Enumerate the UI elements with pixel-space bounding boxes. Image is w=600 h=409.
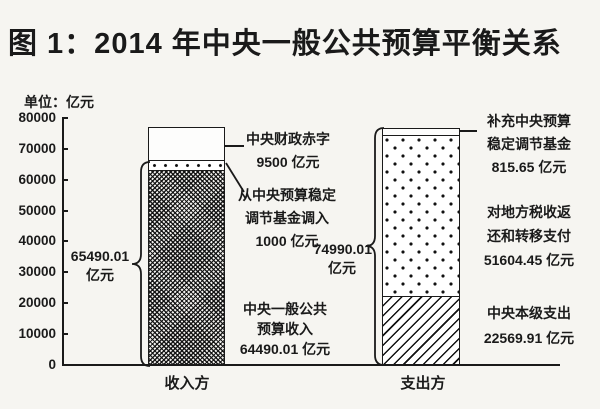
bar-revenue-segment-budget-revenue [148,170,225,365]
fund-in-label: 从中央预算稳定 调节基金调入 1000 亿元 [228,184,346,253]
y-tick-label: 0 [48,357,56,372]
replenish-line2: 稳定调节基金 [487,136,571,152]
replenish-value: 815.65 亿元 [491,159,567,175]
replenish-fund-label: 补充中央预算 稳定调节基金 815.65 亿元 [470,110,588,179]
y-tick-label: 80000 [18,110,56,125]
y-tick-mark [63,333,68,335]
y-tick-label: 30000 [18,264,56,279]
budget-revenue-line1: 中央一般公共 [243,301,327,317]
x-axis-line [62,364,560,366]
category-label-expenditure: 支出方 [400,375,446,392]
deficit-label: 中央财政赤字 9500 亿元 [233,128,343,174]
central-expenditure-name: 中央本级支出 [487,305,571,321]
fund-in-label-line2: 调节基金调入 [245,210,329,226]
y-tick-label: 70000 [18,141,56,156]
y-tick-mark [63,148,68,150]
bar-revenue-segment-deficit [148,127,225,162]
transfer-value: 51604.45 亿元 [483,252,575,268]
expenditure-total-label: 74990.01 亿元 [288,241,372,279]
y-tick-mark [63,179,68,181]
y-tick-mark [63,364,68,366]
transfer-line2: 还和转移支付 [487,228,571,244]
figure-title: 图 1：2014 年中央一般公共预算平衡关系 [8,28,562,60]
revenue-subtotal-label: 65490.01 亿元 [68,247,132,285]
expenditure-total-unit: 亿元 [328,260,356,276]
fund-in-label-line1: 从中央预算稳定 [238,187,336,203]
y-tick-mark [63,240,68,242]
deficit-label-value: 9500 亿元 [256,154,320,170]
bar-expenditure-segment-central-expenditure [382,296,460,365]
budget-revenue-label: 中央一般公共 预算收入 64490.01 亿元 [228,299,342,359]
bar-expenditure-segment-transfer-payments [382,134,460,298]
fund-in-label-value: 1000 亿元 [255,233,319,249]
category-label-revenue: 收入方 [164,375,210,392]
revenue-subtotal-unit: 亿元 [86,267,114,283]
central-expenditure-value: 22569.91 亿元 [483,330,575,346]
replenish-line1: 补充中央预算 [487,113,571,129]
deficit-label-name: 中央财政赤字 [246,131,330,147]
y-tick-label: 20000 [18,295,56,310]
budget-revenue-line2: 预算收入 [257,321,313,337]
y-tick-mark [63,210,68,212]
axis-unit-label: 单位：亿元 [24,94,94,110]
central-expenditure-label: 中央本级支出 22569.91 亿元 [466,301,592,351]
transfer-payments-label: 对地方税收返 还和转移支付 51604.45 亿元 [470,200,588,272]
transfer-line1: 对地方税收返 [487,204,571,220]
y-tick-mark [63,271,68,273]
expenditure-total-value: 74990.01 [313,241,372,257]
y-tick-label: 10000 [18,326,56,341]
y-tick-mark [63,117,68,119]
y-tick-label: 60000 [18,172,56,187]
budget-revenue-value: 64490.01 亿元 [239,341,331,357]
y-tick-label: 50000 [18,203,56,218]
revenue-subtotal-value: 65490.01 [70,248,130,264]
y-tick-label: 40000 [18,233,56,248]
y-tick-mark [63,302,68,304]
